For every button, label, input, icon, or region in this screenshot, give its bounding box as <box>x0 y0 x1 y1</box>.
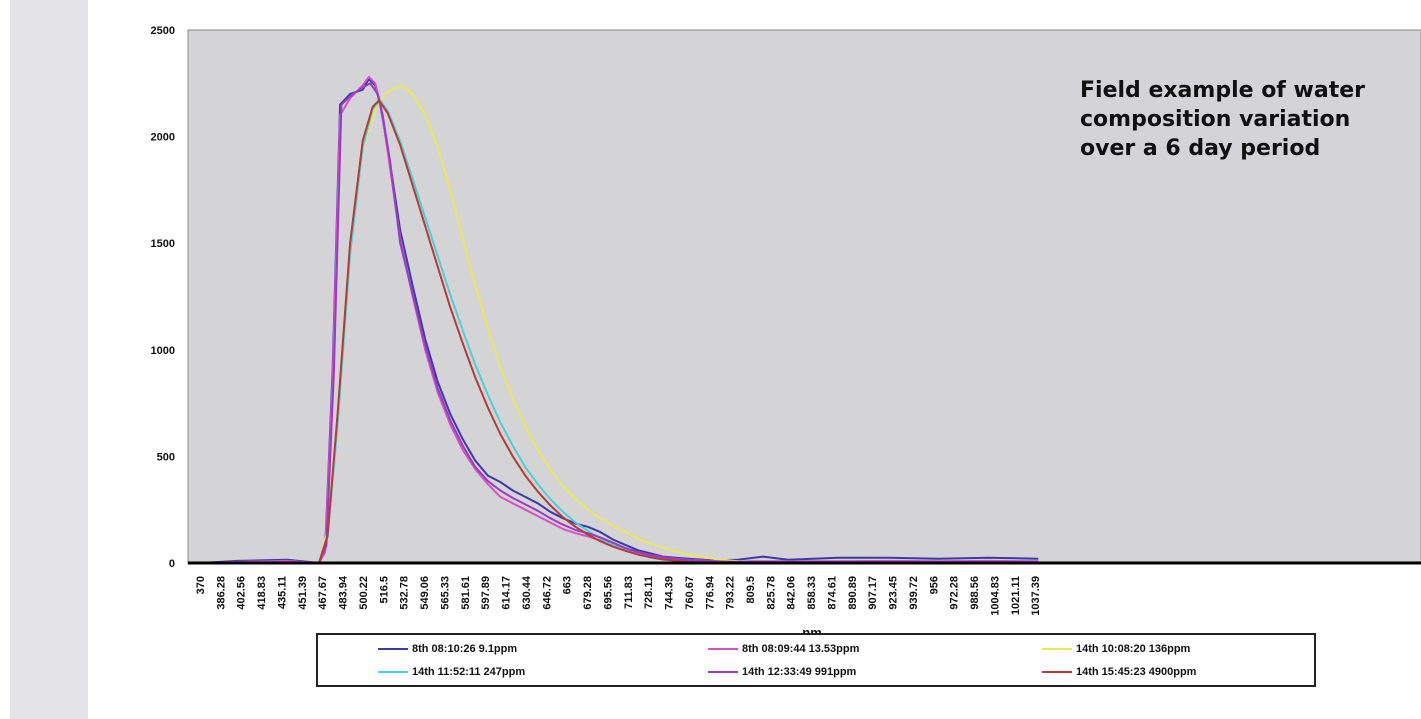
x-tick-label: 890.89 <box>847 576 859 610</box>
legend-swatch <box>708 648 738 650</box>
x-tick-label: 370 <box>195 576 207 594</box>
legend-item: 14th 11:52:11 247ppm <box>378 662 525 682</box>
x-tick-label: 500.22 <box>358 576 370 610</box>
x-tick-label: 858.33 <box>806 576 818 610</box>
plot-area <box>187 29 1421 564</box>
x-tick-label: 923.45 <box>888 576 900 610</box>
legend-swatch <box>708 671 738 673</box>
x-tick-label: 630.44 <box>521 575 533 610</box>
x-tick-label: 549.06 <box>419 576 431 610</box>
x-tick-label: 663 <box>562 576 574 594</box>
x-tick-label: 825.78 <box>765 576 777 610</box>
x-tick-label: 728.11 <box>643 576 655 609</box>
x-tick-label: 939.72 <box>908 576 920 610</box>
x-tick-label: 386.28 <box>215 576 227 610</box>
x-tick-label: 467.67 <box>317 576 329 610</box>
y-tick-label: 1000 <box>151 345 175 357</box>
x-tick-label: 695.56 <box>602 576 614 610</box>
x-tick-label: 565.33 <box>439 576 451 610</box>
chart-annotation: Field example of water composition varia… <box>1080 78 1365 161</box>
x-tick-label: 972.28 <box>949 576 961 610</box>
legend-swatch <box>1042 671 1072 673</box>
x-tick-label: 679.28 <box>582 576 594 610</box>
x-tick-label: 874.61 <box>826 576 838 610</box>
x-tick-label: 1021.11 <box>1010 576 1022 615</box>
legend-item: 8th 08:09:44 13.53ppm <box>708 639 859 659</box>
x-tick-label: 760.67 <box>684 576 696 610</box>
legend: 8th 08:10:26 9.1ppm 8th 08:09:44 13.53pp… <box>316 633 1316 687</box>
x-tick-label: 581.61 <box>460 576 472 610</box>
x-tick-label: 646.72 <box>541 576 553 610</box>
x-tick-label: 988.56 <box>969 576 981 610</box>
legend-label: 14th 11:52:11 247ppm <box>412 666 526 678</box>
x-tick-label: 597.89 <box>480 576 492 610</box>
legend-swatch <box>378 648 408 650</box>
legend-swatch <box>1042 648 1072 650</box>
x-tick-label: 614.17 <box>501 576 513 610</box>
x-tick-label: 842.06 <box>786 576 798 610</box>
y-tick-label: 2000 <box>151 132 175 144</box>
side-strip <box>10 0 88 719</box>
x-tick-label: 1037.39 <box>1030 576 1042 616</box>
x-tick-label: 418.83 <box>256 576 268 610</box>
legend-item: 14th 15:45:23 4900ppm <box>1042 662 1196 682</box>
legend-item: 14th 12:33:49 991ppm <box>708 662 856 682</box>
series-line <box>200 82 1039 564</box>
x-tick-label: 402.56 <box>236 576 248 610</box>
x-tick-label: 744.39 <box>664 576 676 610</box>
legend-swatch <box>378 671 408 673</box>
x-tick-label: 711.83 <box>623 576 635 609</box>
legend-label: 14th 12:33:49 991ppm <box>742 666 857 678</box>
legend-label: 8th 08:09:44 13.53ppm <box>742 643 860 655</box>
y-tick-label: 1500 <box>151 238 175 250</box>
legend-item: 14th 10:08:20 136ppm <box>1042 639 1190 659</box>
x-tick-label: 532.78 <box>399 576 411 610</box>
y-tick-label: 500 <box>157 451 175 463</box>
series-line <box>200 99 1039 564</box>
x-tick-label: 435.11 <box>276 576 288 609</box>
legend-label: 14th 15:45:23 4900ppm <box>1076 666 1197 678</box>
x-tick-label: 793.22 <box>725 576 737 610</box>
x-tick-label: 907.17 <box>867 576 879 610</box>
x-tick-label: 1004.83 <box>989 576 1001 616</box>
x-tick-label: 516.5 <box>378 576 390 604</box>
y-tick-label: 0 <box>169 558 175 570</box>
x-tick-label: 483.94 <box>338 575 350 610</box>
legend-label: 14th 10:08:20 136ppm <box>1076 643 1191 655</box>
y-tick-label: 2500 <box>151 25 175 37</box>
x-tick-label: 776.94 <box>704 575 716 610</box>
x-tick-label: 451.39 <box>297 576 309 610</box>
x-tick-label: 809.5 <box>745 576 757 604</box>
legend-label: 8th 08:10:26 9.1ppm <box>412 643 518 655</box>
x-tick-label: 956 <box>928 576 940 594</box>
series-line <box>200 84 1039 564</box>
legend-item: 8th 08:10:26 9.1ppm <box>378 639 517 659</box>
